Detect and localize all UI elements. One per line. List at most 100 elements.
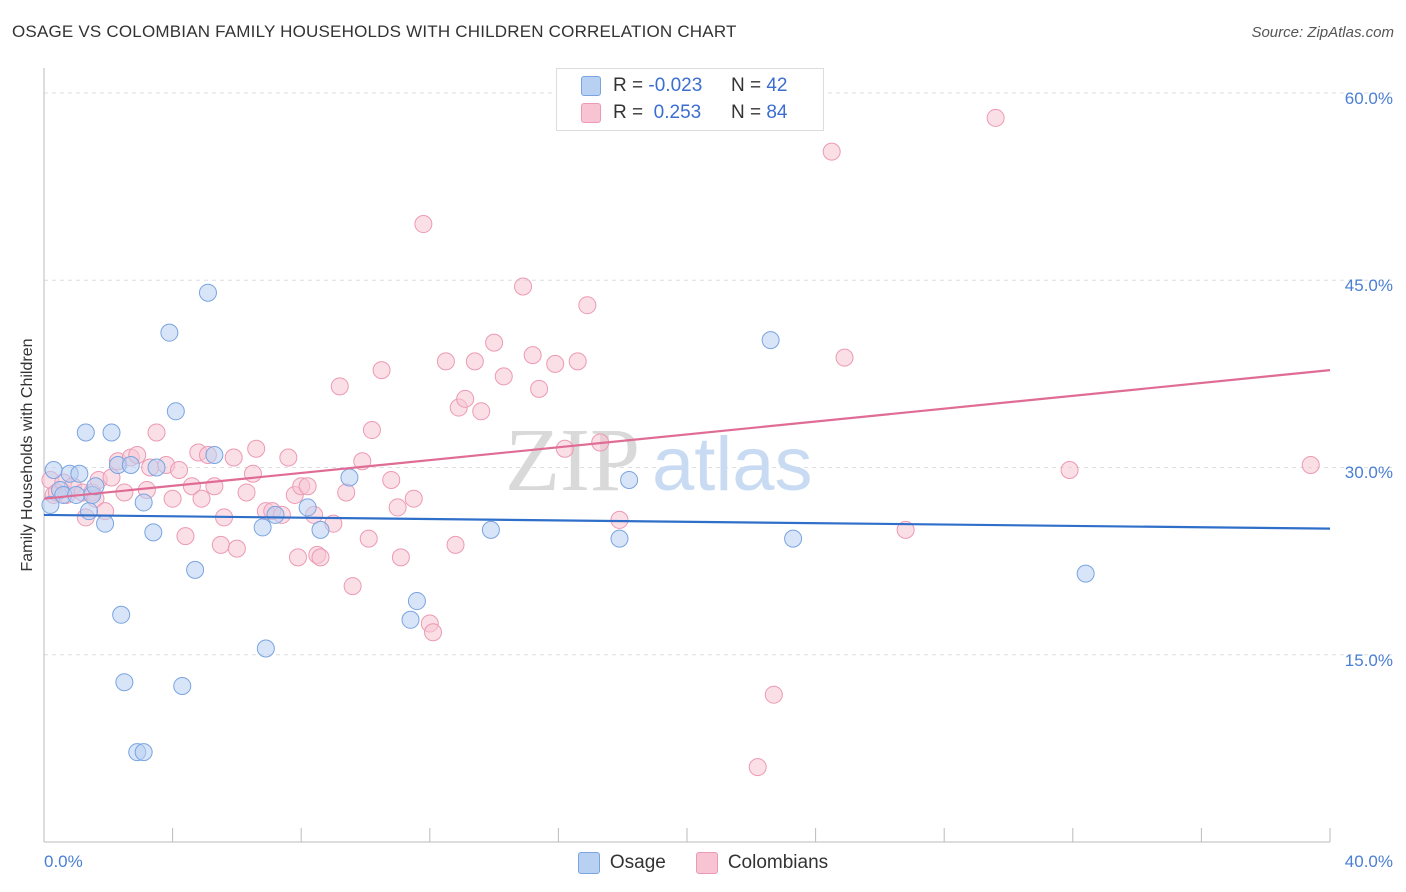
colombian-point: [227, 539, 246, 558]
colombian-point: [237, 483, 256, 502]
colombian-point: [568, 352, 587, 371]
osage-point: [256, 639, 275, 658]
colombian-point: [472, 402, 491, 421]
colombian-point: [835, 348, 854, 367]
x-tick-max: 40.0%: [1344, 852, 1393, 871]
osage-point: [41, 495, 60, 514]
colombian-point: [465, 352, 484, 371]
osage-point: [266, 505, 285, 524]
colombian-point: [391, 548, 410, 567]
n-label: N =: [730, 102, 762, 123]
colombian-point: [330, 377, 349, 396]
osage-point: [298, 498, 317, 517]
n-label: N =: [730, 75, 762, 96]
osage-point: [76, 423, 95, 442]
colombian-point: [896, 520, 915, 539]
colombian-point: [288, 548, 307, 567]
osage-point: [80, 502, 99, 521]
legend-row-colombians: R = 0.253 N = 84: [581, 100, 787, 126]
osage-swatch: [577, 852, 600, 874]
osage-point: [147, 458, 166, 477]
colombian-point: [578, 296, 597, 315]
colombian-point: [359, 529, 378, 548]
data-points: [41, 108, 1320, 777]
chart-title: OSAGE VS COLOMBIAN FAMILY HOUSEHOLDS WIT…: [12, 22, 737, 41]
y-tick-label: 60.0%: [1344, 88, 1393, 108]
colombian-point: [1060, 460, 1079, 479]
colombian-point: [485, 333, 504, 352]
osage-point: [481, 520, 500, 539]
series-legend: Osage Colombians: [0, 852, 1406, 874]
colombian-point: [546, 354, 565, 373]
colombian-point: [530, 379, 549, 398]
colombian-point: [514, 277, 533, 296]
axes: [43, 68, 1331, 843]
colombian-point: [211, 535, 230, 554]
osage-point: [166, 402, 185, 421]
osage-point: [401, 610, 420, 629]
colombian-point: [436, 352, 455, 371]
colombian-point: [456, 389, 475, 408]
colombian-point: [243, 464, 262, 483]
osage-point: [70, 464, 89, 483]
legend-item-osage[interactable]: Osage: [577, 852, 666, 874]
osage-point: [86, 477, 105, 496]
osage-point: [253, 518, 272, 537]
colombian-point: [372, 361, 391, 380]
colombian-point: [279, 448, 298, 467]
colombian-point: [343, 577, 362, 596]
colombian-point: [1301, 455, 1320, 474]
colombian-point: [311, 548, 330, 567]
osage-point: [112, 605, 131, 624]
colombian-point: [404, 489, 423, 508]
osage-point: [205, 446, 224, 464]
osage-point: [134, 743, 153, 762]
legend-label-osage: Osage: [609, 852, 666, 873]
osage-point: [610, 529, 629, 548]
osage-point: [102, 423, 121, 442]
colombian-point: [247, 439, 266, 458]
colombian-point: [362, 421, 381, 440]
colombian-point: [822, 142, 841, 161]
osage-point: [784, 529, 803, 548]
n-value: 84: [766, 102, 788, 123]
colombian-point: [115, 483, 134, 502]
colombian-point: [748, 758, 767, 777]
legend-row-osage: R = -0.023 N = 42: [581, 73, 787, 99]
osage-trend-line: [43, 513, 1331, 530]
colombian-point: [182, 477, 201, 496]
colombian-point: [337, 483, 356, 502]
legend-label-colombians: Colombians: [727, 852, 829, 873]
osage-point: [186, 560, 205, 579]
colombian-point: [424, 623, 443, 642]
r-value: 0.253: [648, 102, 702, 123]
osage-point: [44, 460, 63, 479]
legend-item-colombians[interactable]: Colombians: [695, 852, 829, 874]
colombian-point: [555, 439, 574, 458]
y-tick-label: 45.0%: [1344, 276, 1393, 296]
osage-point: [115, 673, 134, 692]
osage-point: [340, 468, 359, 487]
r-label: R =: [613, 75, 644, 96]
r-label: R =: [613, 102, 644, 123]
colombian-point: [298, 477, 317, 496]
colombian-point: [494, 367, 513, 386]
colombian-point: [764, 685, 783, 704]
osage-point: [96, 514, 115, 533]
r-value: -0.023: [648, 75, 703, 96]
colombian-point: [523, 346, 542, 365]
osage-point: [173, 676, 192, 695]
colombian-swatch: [581, 103, 601, 123]
colombian-point: [986, 108, 1005, 127]
x-tick-min: 0.0%: [44, 852, 83, 871]
colombian-point: [192, 489, 211, 508]
osage-point: [144, 523, 163, 542]
colombian-point: [147, 423, 166, 442]
osage-point: [620, 470, 639, 489]
osage-point: [761, 331, 780, 350]
watermark-zip: ZIP: [505, 411, 640, 510]
colombian-point: [163, 489, 182, 508]
grid-lines: [44, 92, 1394, 656]
osage-point: [198, 283, 217, 302]
